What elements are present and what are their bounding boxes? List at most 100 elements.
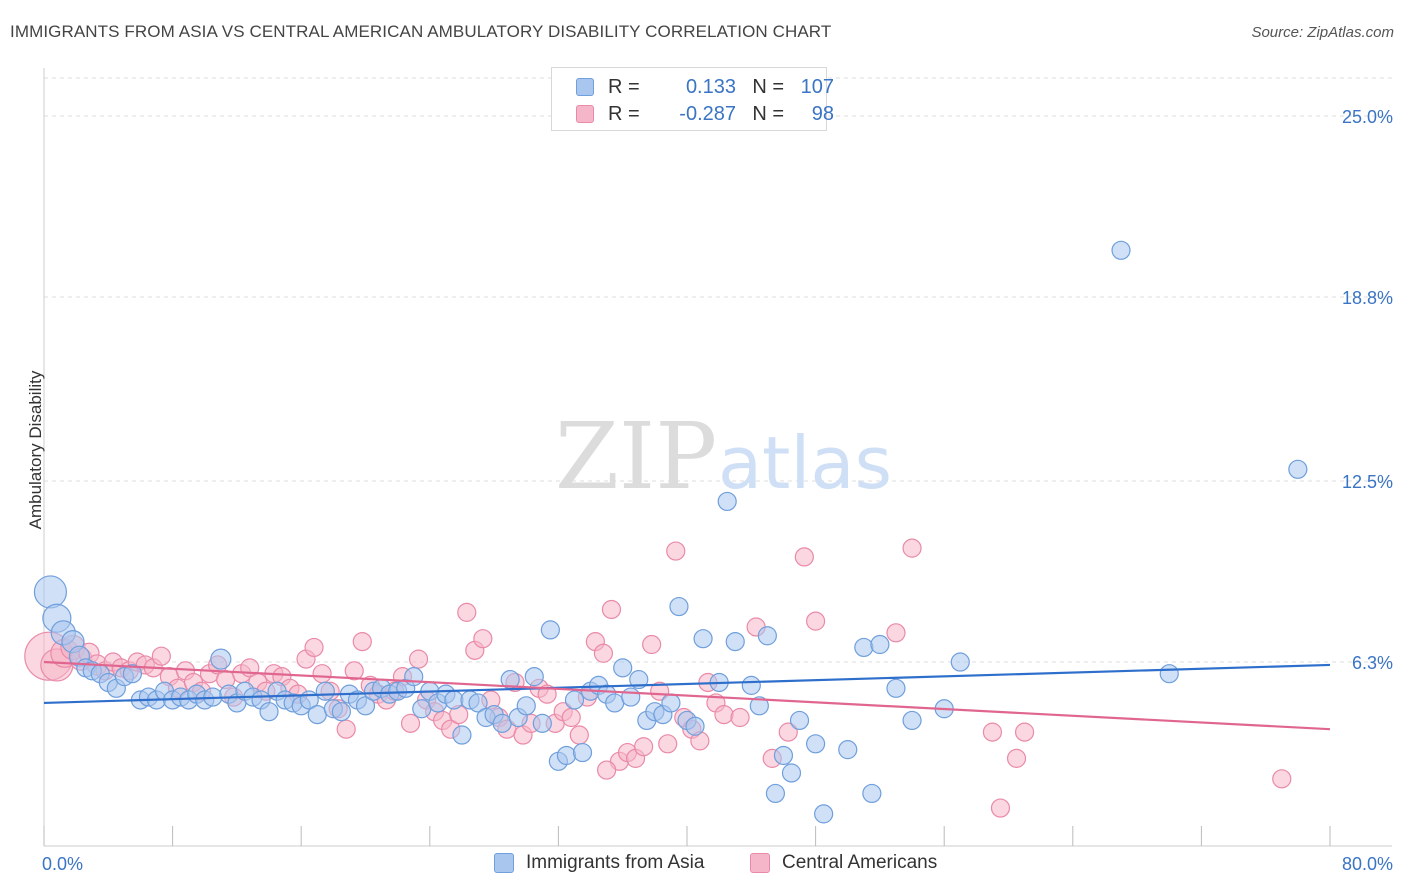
immigrants-from-asia-point [605,693,625,713]
central-americans-point [408,649,429,669]
series-legend: Immigrants from Asia Central Americans [0,852,1406,878]
central-americans-point [1014,722,1035,742]
central-americans-point [1272,769,1292,789]
immigrants-from-asia-point [781,763,802,783]
legend-r-value: -0.287 [679,102,736,125]
immigrants-from-asia-point [572,742,593,763]
immigrants-from-asia-point [492,713,512,733]
immigrants-from-asia-point [749,696,769,716]
tick-labels: 6.3% 12.5% 18.8% 25.0% 0.0% 80.0% [42,107,1393,874]
immigrants-from-asia-point [412,699,432,719]
immigrants-from-asia-point [564,690,585,710]
grid-lines [44,77,1392,663]
central-americans-point [312,664,332,684]
central-americans-point [990,798,1011,818]
immigrants-from-asia-point [854,637,874,658]
x-tick-label: 80.0% [1342,854,1393,874]
immigrants-from-asia-point [33,575,68,609]
central-americans-point [561,707,581,728]
central-americans-point [593,643,614,663]
central-americans-point [658,734,678,754]
immigrants-from-asia-point [315,681,335,701]
immigrants-from-asia-point [870,634,890,655]
immigrants-from-asia-point [532,713,552,733]
series-swatch-pink [750,853,770,873]
immigrants-from-asia-point [404,667,424,687]
legend-row-asia: R = 0.133 N = 107 [576,74,834,100]
immigrants-from-asia-point [621,687,641,707]
watermark-zip: ZIP [555,403,717,510]
immigrants-from-asia-point [862,783,882,804]
x-tick-label: 0.0% [42,854,83,874]
central-americans-point [597,760,617,780]
watermark: ZIP atlas [555,403,892,510]
legend-n-value: 107 [800,75,834,98]
immigrants-from-asia-point [886,678,906,698]
central-americans-point [642,634,662,655]
immigrants-from-asia-point [307,704,327,725]
central-americans-point [569,725,589,745]
immigrants-from-asia-point [613,658,633,678]
immigrants-from-asia-point [757,626,777,646]
immigrants-from-asia-point [902,710,922,731]
central-americans-point [805,611,826,631]
immigrants-from-asia-point [629,669,649,690]
immigrants-from-asia-point [661,693,681,713]
immigrants-from-asia-point [355,696,376,716]
central-americans-point [344,661,364,681]
immigrants-from-asia-point [1159,664,1179,684]
central-americans-point [666,541,686,561]
central-americans-point [902,538,922,558]
central-americans-point [151,646,171,666]
central-americans-point [794,547,814,567]
legend-r-label: R = [608,102,640,125]
legend-n-label: N = [752,75,784,98]
immigrants-from-asia-point [814,804,834,824]
immigrants-from-asia-point [725,631,745,652]
immigrants-from-asia-point [805,734,826,754]
series-legend-asia: Immigrants from Asia [494,852,704,874]
central-americans-point [304,637,324,658]
watermark-atlas: atlas [718,421,892,505]
central-americans-point [714,704,734,725]
immigrants-from-asia-point [468,693,488,713]
legend-n-value: 98 [811,102,834,125]
immigrants-from-asia-point [1111,240,1131,260]
correlation-legend: R = 0.133 N = 107 R = -0.287 N = 98 [551,67,834,131]
trend-lines [43,660,1331,731]
immigrants-from-asia-point [685,716,705,736]
legend-n-label: N = [752,102,784,125]
immigrants-from-asia-point [122,664,143,684]
axes [43,68,1392,847]
immigrants-from-asia-point [540,620,560,640]
immigrants-from-asia-point [210,648,232,670]
immigrants-from-asia-point [741,675,761,695]
immigrants-from-asia-point [950,652,970,672]
central-americans-point [473,629,493,649]
immigrants-from-asia-point [516,696,536,716]
central-americans-point [633,737,654,757]
series-swatch-blue [494,853,514,873]
legend-r-value: 0.133 [685,75,736,98]
y-tick-label: 12.5% [1342,472,1393,492]
central-americans-point [457,602,477,622]
trend-line-central-americans [43,660,1331,731]
central-americans-point [730,707,750,728]
central-americans-point [650,681,670,701]
central-americans-point [537,684,557,704]
immigrants-from-asia-point [444,690,464,710]
y-tick-label: 6.3% [1352,653,1393,673]
immigrants-from-asia-point [669,596,689,617]
legend-swatch-pink [576,105,594,123]
immigrants-from-asia-point [556,745,577,766]
chart-title: IMMIGRANTS FROM ASIA VS CENTRAL AMERICAN… [10,22,832,41]
immigrants-from-asia-point [693,629,713,649]
central-americans-point [886,623,906,643]
immigrants-from-asia-point [717,491,737,512]
immigrants-from-asia-point [789,710,810,731]
immigrants-from-asia-point [1288,459,1308,479]
y-tick-label: 18.8% [1342,288,1393,308]
central-americans-point [352,631,372,652]
central-americans-point [400,713,421,733]
